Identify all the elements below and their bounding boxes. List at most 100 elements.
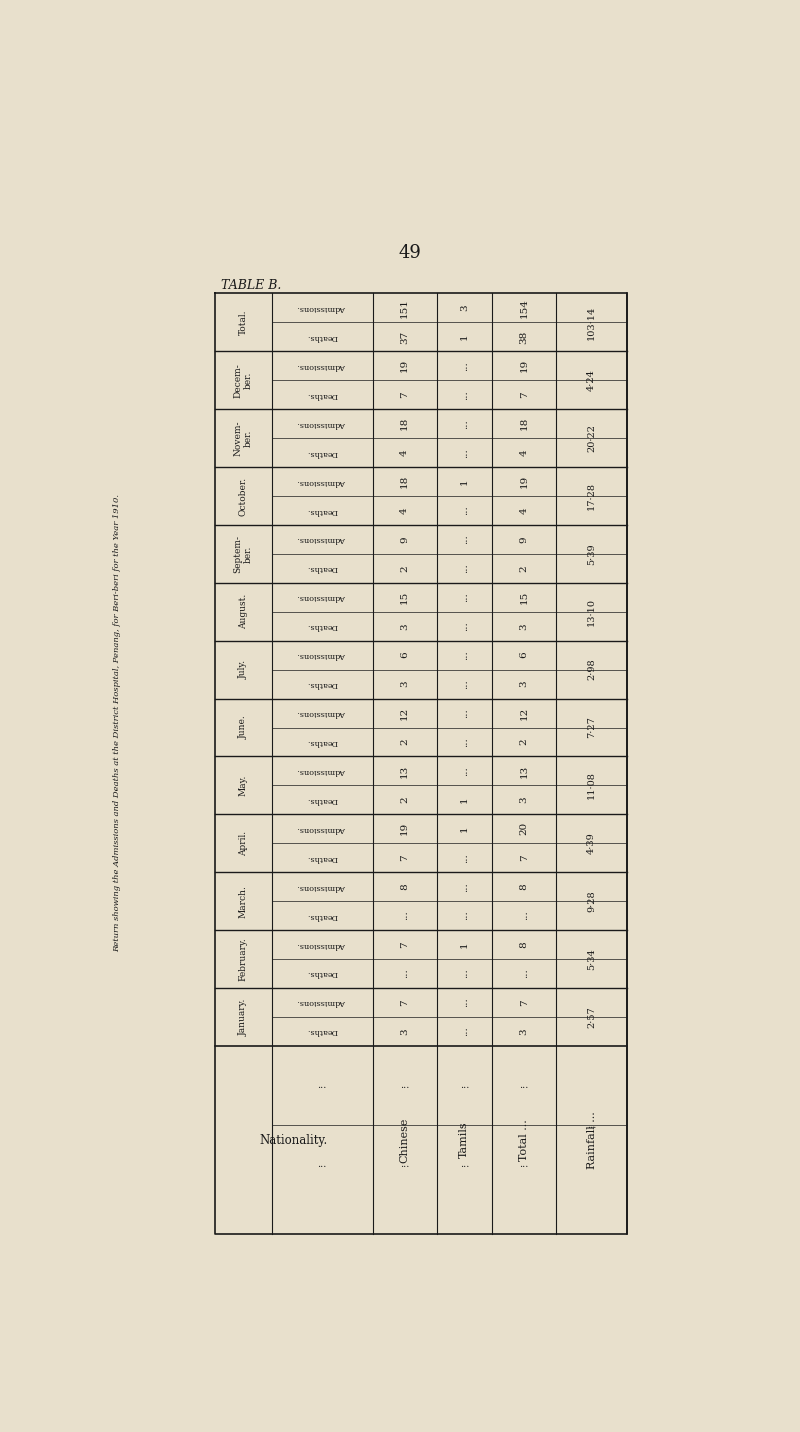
Text: Admissions.: Admissions. xyxy=(298,478,346,485)
Text: 2: 2 xyxy=(400,739,409,745)
Text: 2: 2 xyxy=(520,739,529,745)
Text: 2·57: 2·57 xyxy=(587,1007,596,1028)
Text: ...: ... xyxy=(460,853,469,862)
Text: ...: ... xyxy=(460,1160,469,1169)
Text: Deaths.: Deaths. xyxy=(306,912,338,919)
Text: Deaths.: Deaths. xyxy=(306,332,338,341)
Text: 15: 15 xyxy=(400,590,409,604)
Text: Deaths.: Deaths. xyxy=(306,507,338,514)
Text: ...: ... xyxy=(460,390,469,400)
Text: ...: ... xyxy=(460,709,469,717)
Text: 2·98: 2·98 xyxy=(587,659,596,680)
Text: February.: February. xyxy=(238,937,248,981)
Text: 1: 1 xyxy=(460,334,469,341)
Text: 151: 151 xyxy=(400,298,409,318)
Text: ...: ... xyxy=(400,968,409,978)
Text: 15: 15 xyxy=(520,590,529,604)
Text: 6: 6 xyxy=(520,652,529,659)
Text: 3: 3 xyxy=(520,796,529,803)
Text: 9: 9 xyxy=(520,536,529,543)
Text: 154: 154 xyxy=(520,298,529,318)
Text: Admissions.: Admissions. xyxy=(298,420,346,428)
Text: Novem-
ber.: Novem- ber. xyxy=(234,421,253,455)
Text: Total.: Total. xyxy=(238,309,248,335)
Text: 1: 1 xyxy=(460,825,469,832)
Text: 17·28: 17·28 xyxy=(587,483,596,510)
Text: 3: 3 xyxy=(520,680,529,687)
Text: 18: 18 xyxy=(520,417,529,431)
Text: 7: 7 xyxy=(400,1000,409,1005)
Text: January.: January. xyxy=(238,998,248,1035)
Text: 13: 13 xyxy=(400,765,409,778)
Text: August.: August. xyxy=(238,594,248,630)
Text: 12: 12 xyxy=(400,706,409,720)
Text: Admissions.: Admissions. xyxy=(298,709,346,717)
Text: ...: ... xyxy=(460,418,469,428)
Text: ...: ... xyxy=(519,1081,529,1090)
Text: Admissions.: Admissions. xyxy=(298,652,346,659)
Text: 19: 19 xyxy=(400,359,409,372)
Text: 4: 4 xyxy=(520,507,529,514)
Text: 4: 4 xyxy=(400,507,409,514)
Text: ...: ... xyxy=(400,911,409,921)
Text: 20·22: 20·22 xyxy=(587,424,596,453)
Text: 3: 3 xyxy=(520,1028,529,1035)
Text: ...: ... xyxy=(400,1081,410,1090)
Text: Admissions.: Admissions. xyxy=(298,536,346,543)
Text: ...: ... xyxy=(519,1160,529,1169)
Text: 4: 4 xyxy=(400,450,409,455)
Text: 1: 1 xyxy=(460,941,469,948)
Text: 2: 2 xyxy=(400,566,409,571)
Text: 3: 3 xyxy=(400,680,409,687)
Text: 5·34: 5·34 xyxy=(587,948,596,969)
Text: 4: 4 xyxy=(520,450,529,455)
Text: 3: 3 xyxy=(400,623,409,630)
Text: Deaths.: Deaths. xyxy=(306,564,338,573)
Text: 3: 3 xyxy=(520,623,529,630)
Text: 38: 38 xyxy=(520,331,529,344)
Text: ...: ... xyxy=(587,1120,596,1130)
Text: 8: 8 xyxy=(520,884,529,889)
Text: ...: ... xyxy=(460,968,469,978)
Text: ...: ... xyxy=(460,766,469,776)
Text: Deaths.: Deaths. xyxy=(306,391,338,398)
Text: 2: 2 xyxy=(400,796,409,803)
Text: October.: October. xyxy=(238,477,248,516)
Text: ...: ... xyxy=(460,448,469,457)
Text: ...: ... xyxy=(460,1027,469,1037)
Text: TABLE B.: TABLE B. xyxy=(221,279,282,292)
Text: Deaths.: Deaths. xyxy=(306,853,338,862)
Text: ...: ... xyxy=(460,593,469,603)
Text: Deaths.: Deaths. xyxy=(306,969,338,978)
Text: ...: ... xyxy=(460,679,469,689)
Text: 8: 8 xyxy=(400,884,409,889)
Text: ...: ... xyxy=(460,1081,469,1090)
Text: Admissions.: Admissions. xyxy=(298,362,346,369)
Text: ...: ... xyxy=(460,882,469,892)
Text: ...: ... xyxy=(460,505,469,516)
Text: ...: ... xyxy=(460,361,469,371)
Text: ...: ... xyxy=(460,650,469,660)
Text: Tamils: Tamils xyxy=(459,1121,470,1158)
Text: Admissions.: Admissions. xyxy=(298,882,346,891)
Text: Rainfall ...: Rainfall ... xyxy=(586,1111,597,1169)
Text: 11·08: 11·08 xyxy=(587,772,596,799)
Text: 4·24: 4·24 xyxy=(587,369,596,391)
Text: 7: 7 xyxy=(520,855,529,861)
Text: 7: 7 xyxy=(400,391,409,398)
Text: Admissions.: Admissions. xyxy=(298,768,346,775)
Text: Decem-
ber.: Decem- ber. xyxy=(234,362,253,398)
Text: Deaths.: Deaths. xyxy=(306,1027,338,1035)
Text: ...: ... xyxy=(318,1160,326,1169)
Text: Admissions.: Admissions. xyxy=(298,998,346,1007)
Text: Nationality.: Nationality. xyxy=(259,1134,328,1147)
Text: 37: 37 xyxy=(400,331,409,344)
Text: 8: 8 xyxy=(520,941,529,948)
Text: Total ...: Total ... xyxy=(519,1120,529,1161)
Text: 7: 7 xyxy=(520,391,529,398)
Text: 7: 7 xyxy=(520,1000,529,1005)
Text: 4·39: 4·39 xyxy=(587,832,596,853)
Text: ...: ... xyxy=(400,1160,410,1169)
Text: July.: July. xyxy=(238,660,248,679)
Text: ...: ... xyxy=(460,998,469,1007)
